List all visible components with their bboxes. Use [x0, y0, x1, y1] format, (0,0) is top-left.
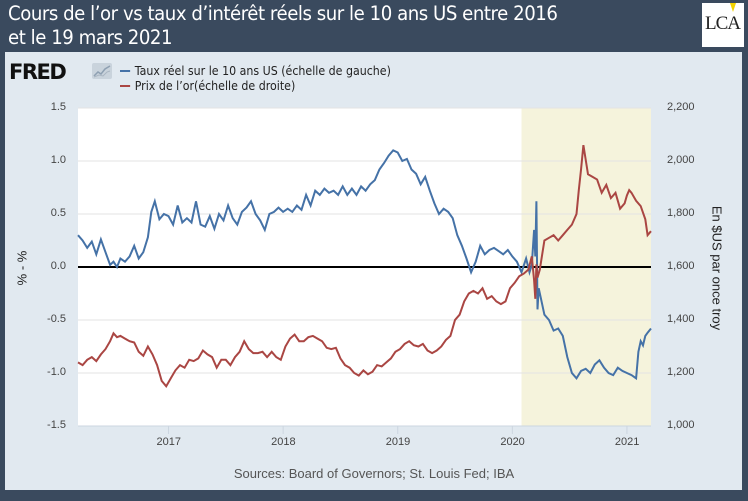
y-axis-right-label: En $US par once troy	[709, 205, 725, 331]
series-line-real-rate	[77, 149, 652, 381]
gridlines	[78, 107, 651, 427]
y-tick-label-left: 1.5	[50, 101, 66, 113]
fred-logo: FRED	[9, 60, 67, 84]
legend-swatch-red	[120, 84, 131, 87]
logo-accent-icon	[730, 3, 736, 12]
lca-logo: LCA	[702, 3, 744, 47]
legend-item-gold: Prix de l’or(échelle de droite)	[120, 79, 295, 93]
y-tick-label-left: -1.5	[47, 419, 66, 431]
y-axis-left-label: % - %	[14, 250, 30, 286]
chart-title-line2: et le 19 mars 2021	[8, 26, 173, 49]
chart-title: Cours de l’or vs taux d’intérêt réels su…	[8, 2, 613, 50]
series-line-gold-price	[77, 144, 652, 389]
y-tick-label-right: 2,200	[667, 101, 695, 113]
y-tick-label-right: 1,200	[667, 366, 695, 378]
legend-label-real-rate: Taux réel sur le 10 ans US (échelle de g…	[134, 64, 391, 78]
x-tick-label: 2017	[156, 436, 182, 448]
legend-item-real-rate: Taux réel sur le 10 ans US (échelle de g…	[120, 64, 391, 78]
y-tick-label-right: 1,800	[667, 207, 695, 219]
x-tick-label: 2021	[614, 436, 640, 448]
y-tick-label-right: 1,400	[667, 313, 695, 325]
x-tick-label: 2019	[385, 436, 411, 448]
legend-label-gold: Prix de l’or(échelle de droite)	[134, 79, 296, 93]
fred-graph-icon	[92, 63, 112, 79]
y-tick-label-left: -1.0	[47, 366, 66, 378]
x-tick-marks	[168, 426, 628, 434]
y-tick-label-right: 1,600	[667, 260, 695, 272]
chart-title-line1: Cours de l’or vs taux d’intérêt réels su…	[8, 2, 558, 25]
x-tick-label: 2020	[500, 436, 525, 448]
y-tick-label-left: 0.5	[50, 207, 66, 219]
y-tick-label-left: 1.0	[50, 154, 66, 166]
y-tick-label-left: -0.5	[47, 313, 66, 325]
lca-logo-text: LCA	[705, 13, 741, 34]
y-tick-label-right: 2,000	[667, 154, 695, 166]
y-tick-label-left: 0.0	[50, 260, 66, 272]
legend-swatch-blue	[120, 69, 131, 72]
x-tick-label: 2018	[271, 436, 296, 448]
source-note: Sources: Board of Governors; St. Louis F…	[233, 466, 515, 481]
y-tick-label-right: 1,000	[667, 419, 695, 431]
